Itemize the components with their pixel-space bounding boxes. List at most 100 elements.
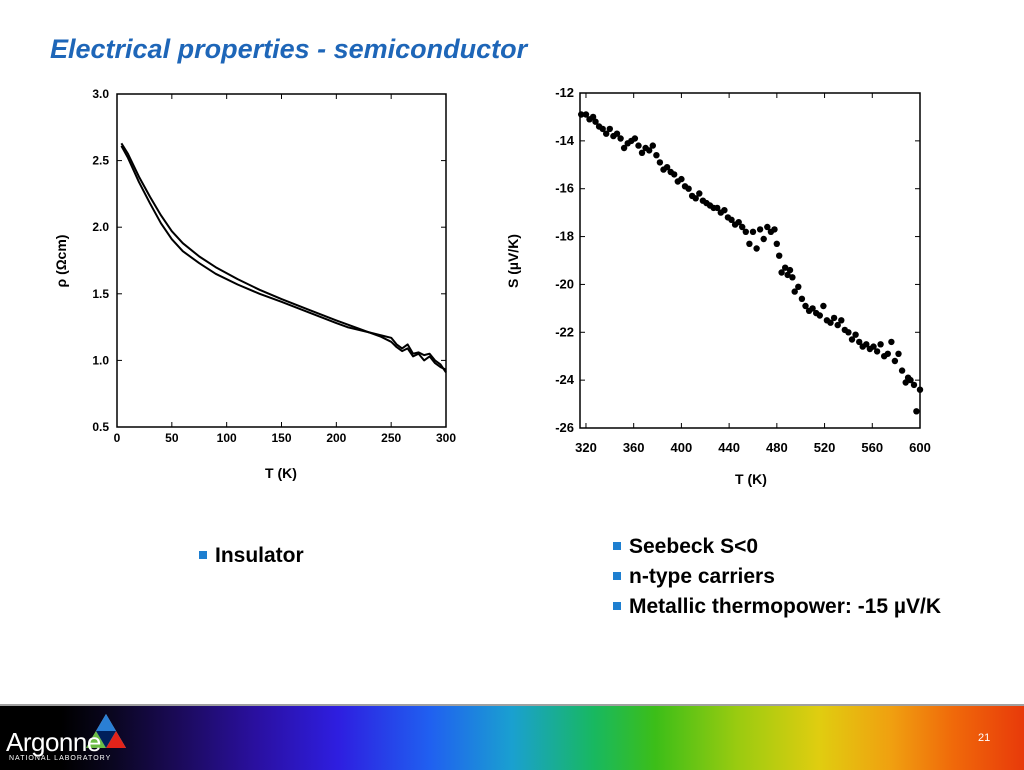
data-point — [753, 245, 760, 252]
x-tick-label: 0 — [114, 431, 121, 445]
data-point — [613, 130, 621, 137]
x-tick-label: 300 — [436, 431, 456, 445]
data-point — [649, 142, 656, 149]
series-line-1 — [120, 142, 447, 373]
data-point — [802, 302, 809, 310]
square-bullet-icon — [613, 602, 621, 610]
x-axis-label: T (K) — [265, 465, 297, 481]
data-point — [756, 226, 764, 233]
square-bullet-icon — [199, 551, 207, 559]
data-point — [827, 319, 834, 326]
data-point — [888, 338, 895, 346]
data-point — [789, 274, 796, 281]
slide-title: Electrical properties - semiconductor — [50, 34, 528, 64]
y-tick-label: -20 — [555, 276, 574, 291]
logo-subtitle: NATIONAL LABORATORY — [9, 755, 112, 762]
bullet-text: Seebeck S<0 — [629, 535, 759, 558]
data-point — [773, 240, 780, 247]
y-tick-label: 3.0 — [92, 87, 109, 101]
page-number: 21 — [978, 732, 991, 744]
data-point — [848, 336, 856, 343]
x-tick-label: 520 — [814, 440, 836, 455]
logo-wordmark: Argonne — [6, 727, 101, 757]
data-point — [891, 357, 899, 365]
x-tick-label: 100 — [217, 431, 237, 445]
bullet-item: Insulator — [198, 541, 304, 571]
x-tick-label: 150 — [271, 431, 291, 445]
data-point — [816, 312, 823, 319]
data-point — [696, 190, 703, 197]
y-axis-label: ρ (Ωcm) — [53, 235, 69, 288]
data-point — [742, 228, 749, 235]
x-tick-label: 440 — [718, 440, 740, 455]
seebeck-chart: 320 360 400 440 480 520 560 600 -26 -24 -22 -20 -18 -… — [505, 85, 931, 487]
y-tick-label: -22 — [555, 324, 574, 339]
data-point — [603, 130, 610, 137]
data-point — [852, 331, 859, 338]
x-tick-label: 560 — [861, 440, 883, 455]
data-point — [663, 164, 671, 171]
bullet-item: Seebeck S<0 — [612, 532, 941, 562]
data-point — [898, 367, 906, 374]
data-point — [617, 135, 624, 142]
data-point — [739, 223, 746, 231]
y-tick-label: 2.0 — [92, 220, 109, 234]
footer-spectrum-bar — [0, 704, 1024, 770]
y-tick-label: -12 — [555, 85, 574, 100]
data-point — [631, 135, 639, 142]
x-tick-label: 360 — [623, 440, 645, 455]
x-axis-label: T (K) — [735, 471, 767, 487]
x-tick-label: 50 — [165, 431, 179, 445]
data-point — [653, 152, 660, 159]
x-tick-label: 320 — [575, 440, 597, 455]
right-bullet-list: Seebeck S<0 n-type carriers Metallic the… — [612, 532, 941, 622]
data-point — [791, 288, 798, 295]
data-point — [620, 144, 628, 152]
data-point — [582, 111, 590, 118]
data-point — [746, 240, 753, 247]
data-point — [578, 111, 585, 118]
data-point — [656, 159, 664, 166]
data-point — [834, 321, 841, 329]
data-point — [692, 195, 699, 202]
y-axis-label: S (µV/K) — [505, 234, 521, 288]
resistivity-chart: 0 50 100 150 200 250 300 0.5 1.0 1.5 2.0 2.5 3.0 T (… — [53, 87, 456, 481]
data-point — [884, 350, 891, 357]
data-point — [856, 338, 863, 346]
bullet-item: n-type carriers — [612, 562, 941, 592]
x-tick-label: 250 — [381, 431, 401, 445]
bullet-text: Insulator — [215, 544, 304, 567]
data-point — [764, 223, 771, 231]
data-point — [728, 216, 735, 223]
data-point — [776, 252, 783, 259]
bullet-text: n-type carriers — [629, 565, 775, 588]
bullet-item: Metallic thermopower: -15 µV/K — [612, 592, 941, 622]
data-point — [820, 302, 827, 310]
data-point — [870, 343, 877, 350]
data-point — [685, 185, 692, 192]
data-point — [735, 219, 742, 226]
data-point — [760, 235, 767, 243]
data-point — [877, 341, 884, 348]
data-point — [714, 204, 721, 212]
y-tick-label: 1.0 — [92, 353, 109, 367]
y-tick-label: -18 — [555, 229, 574, 244]
data-point — [749, 228, 757, 235]
y-tick-label: -16 — [555, 181, 574, 196]
x-tick-label: 200 — [326, 431, 346, 445]
y-tick-label: -26 — [555, 420, 574, 435]
y-tick-label: 2.5 — [92, 154, 109, 168]
data-point — [678, 175, 685, 183]
square-bullet-icon — [613, 572, 621, 580]
data-point — [809, 305, 816, 312]
data-point — [646, 147, 653, 154]
data-point — [913, 408, 920, 415]
data-point — [795, 283, 802, 290]
data-point — [782, 264, 789, 271]
data-point — [838, 317, 845, 324]
data-point — [606, 125, 613, 133]
data-point — [592, 118, 599, 125]
data-point — [638, 149, 646, 156]
data-point — [873, 348, 881, 355]
data-point — [895, 350, 902, 357]
